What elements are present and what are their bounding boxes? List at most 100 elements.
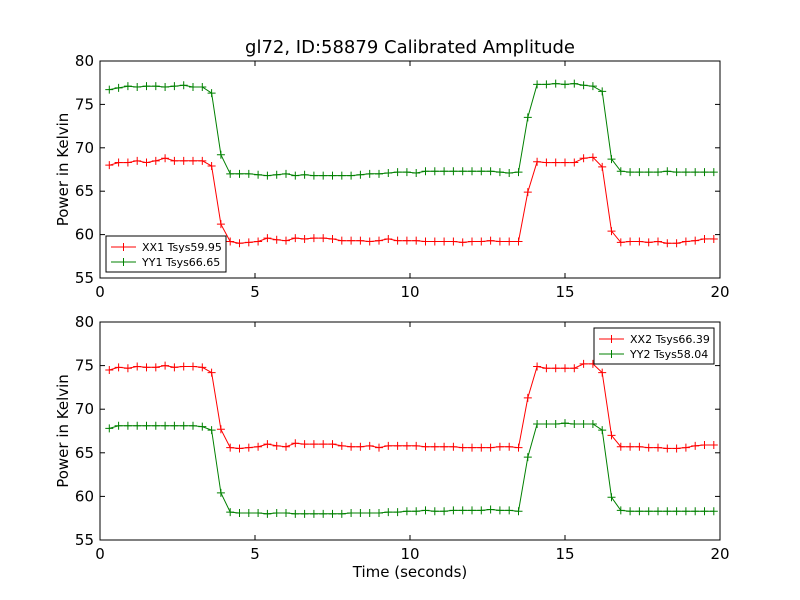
data-point (477, 237, 486, 246)
data-point (654, 443, 662, 452)
data-point (635, 507, 644, 516)
data-point (365, 237, 374, 246)
data-point (551, 158, 560, 167)
data-point (570, 79, 579, 88)
data-point (709, 440, 718, 449)
data-point (561, 80, 569, 89)
data-point (598, 426, 607, 435)
data-point (207, 89, 216, 98)
data-point (263, 509, 272, 518)
data-point (412, 507, 421, 516)
data-point (123, 421, 132, 430)
data-point (598, 368, 607, 377)
data-point (272, 170, 281, 179)
data-point (440, 167, 449, 176)
data-point (709, 168, 718, 177)
data-point (105, 365, 114, 374)
data-point (142, 158, 151, 167)
data-point (133, 421, 142, 430)
legend-label: YY2 Tsys58.04 (629, 348, 708, 361)
data-point (430, 442, 439, 451)
data-point (402, 441, 411, 450)
data-point (161, 421, 170, 430)
x-tick-label: 15 (555, 545, 574, 563)
data-point (291, 171, 300, 180)
data-point (523, 188, 532, 197)
x-tick-label: 10 (400, 283, 419, 301)
data-point (421, 237, 430, 246)
data-point (384, 168, 393, 177)
data-point (384, 234, 393, 243)
data-point (244, 443, 253, 452)
series-1 (105, 153, 718, 248)
data-point (607, 431, 616, 440)
y-tick-label: 55 (75, 269, 94, 287)
data-point (114, 158, 123, 167)
series-line (109, 422, 714, 515)
data-point (505, 237, 514, 246)
data-point (561, 158, 569, 167)
data-point (365, 169, 374, 178)
data-point (151, 82, 160, 91)
data-point (142, 82, 151, 91)
data-point (561, 364, 569, 373)
data-point (291, 509, 300, 518)
legend-marker (119, 258, 128, 266)
data-point (254, 442, 263, 451)
data-point (207, 426, 216, 435)
data-point (626, 237, 635, 246)
data-point (328, 234, 337, 243)
data-point (114, 421, 123, 430)
y-tick-label: 65 (75, 182, 94, 200)
y-tick-label: 65 (75, 444, 94, 462)
data-point (337, 441, 346, 450)
data-point (449, 167, 458, 176)
data-point (440, 237, 449, 246)
data-point (170, 421, 179, 430)
data-point (114, 363, 123, 372)
data-point (579, 154, 588, 163)
data-point (142, 421, 151, 430)
data-point (300, 440, 309, 449)
data-point (291, 439, 300, 448)
data-point (449, 506, 458, 515)
data-point (319, 509, 328, 518)
data-point (282, 236, 290, 245)
data-point (616, 167, 625, 176)
data-point (207, 162, 216, 171)
data-point (393, 508, 402, 517)
legend-marker (607, 335, 616, 343)
data-point (523, 393, 532, 402)
data-point (616, 238, 625, 247)
data-point (226, 169, 235, 178)
data-point (430, 167, 439, 176)
data-point (161, 154, 170, 163)
data-point (700, 234, 709, 243)
data-point (477, 443, 486, 452)
data-point (244, 508, 253, 517)
data-point (588, 420, 597, 429)
data-point (514, 168, 523, 177)
data-point (542, 364, 551, 373)
data-point (449, 442, 458, 451)
data-point (105, 161, 114, 170)
data-point (468, 167, 476, 176)
data-point (365, 441, 374, 450)
data-point (123, 158, 132, 167)
data-point (179, 81, 188, 90)
data-point (644, 238, 653, 247)
data-point (663, 444, 672, 453)
data-point (700, 440, 709, 449)
data-point (319, 234, 328, 243)
data-point (347, 442, 356, 451)
data-point (663, 507, 672, 516)
data-point (198, 83, 207, 92)
data-point (626, 168, 635, 177)
data-point (495, 168, 504, 177)
data-point (319, 440, 328, 449)
data-point (523, 453, 532, 462)
data-point (691, 507, 700, 516)
legend-label: XX2 Tsys66.39 (630, 333, 710, 346)
data-point (468, 237, 476, 246)
data-point (644, 507, 653, 516)
